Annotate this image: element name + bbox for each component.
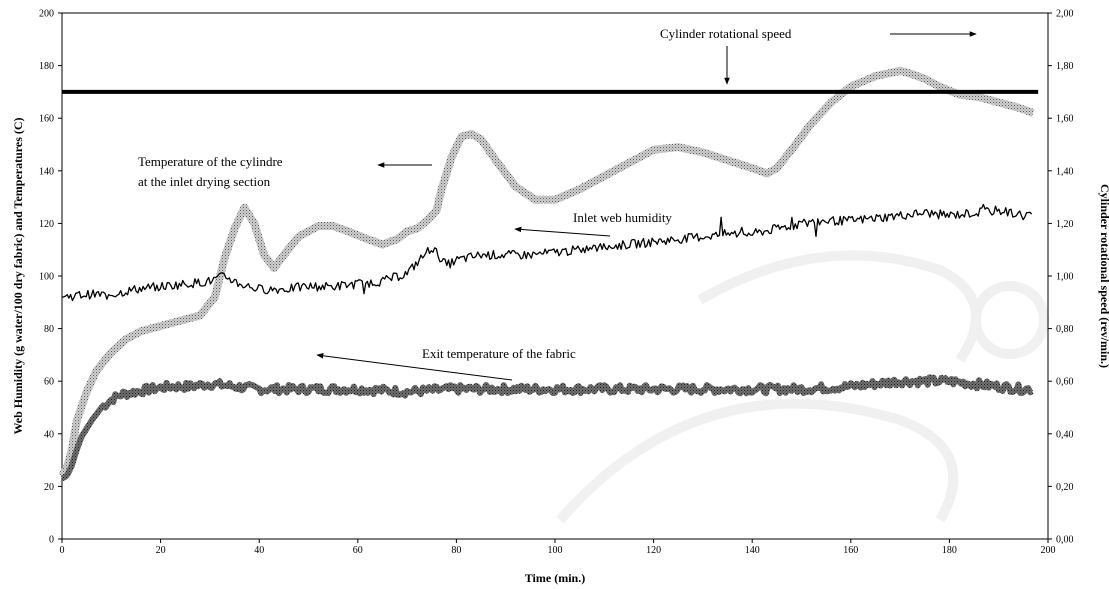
annotation-cylinder-temp-line1: Temperature of the cylindre — [138, 154, 283, 169]
y-left-tick-label: 0 — [49, 535, 54, 546]
y-axis-left-title: Web Humidity (g water/100 dry fabric) an… — [11, 117, 25, 434]
y-left-tick-label: 160 — [39, 114, 54, 125]
annotation-exit-temp: Exit temperature of the fabric — [422, 346, 576, 361]
series-inlet-web-humidity — [61, 203, 1033, 302]
x-tick-label: 120 — [646, 545, 661, 556]
series-exit-temperature — [60, 374, 1034, 482]
annotation-inlet-humidity: Inlet web humidity — [573, 210, 672, 225]
y-right-tick-label: 0,80 — [1056, 324, 1074, 335]
x-tick-label: 80 — [451, 545, 461, 556]
series-cylinder-temperature — [58, 66, 1035, 479]
y-right-tick-label: 1,40 — [1056, 166, 1074, 177]
y-right-tick-label: 1,80 — [1056, 61, 1074, 72]
y-right-tick-label: 0,20 — [1056, 482, 1074, 493]
x-axis: 0 20 40 60 80 100 120 140 160 180 200 — [60, 539, 1056, 556]
y-right-tick-label: 0,00 — [1056, 535, 1074, 546]
x-tick-label: 140 — [745, 545, 760, 556]
x-tick-label: 160 — [843, 545, 858, 556]
y-axis-right-title: Cylinder rotational speed (rev/min.) — [1098, 184, 1109, 368]
y-left-tick-label: 20 — [44, 482, 54, 493]
y-left-tick-label: 80 — [44, 324, 54, 335]
annotation-cylinder-temp-line2: at the inlet drying section — [138, 174, 271, 189]
y-left-tick-label: 140 — [39, 166, 54, 177]
y-right-tick-label: 0,40 — [1056, 429, 1074, 440]
y-left-tick-label: 100 — [39, 272, 54, 283]
x-tick-label: 20 — [156, 545, 166, 556]
y-right-tick-label: 2,00 — [1056, 9, 1074, 20]
y-left-tick-label: 60 — [44, 377, 54, 388]
y-axis-left: 0 20 40 60 80 100 120 140 160 180 200 — [39, 9, 62, 546]
y-right-tick-label: 1,00 — [1056, 272, 1074, 283]
y-left-tick-label: 120 — [39, 219, 54, 230]
arrow-inlet-humidity — [514, 226, 611, 237]
x-tick-label: 40 — [254, 545, 264, 556]
x-tick-label: 100 — [548, 545, 563, 556]
x-tick-label: 200 — [1041, 545, 1056, 556]
y-left-tick-label: 180 — [39, 61, 54, 72]
arrow-exit-temp — [316, 353, 513, 381]
y-axis-right: 0,00 0,20 0,40 0,60 0,80 1,00 1,20 1,40 1,60 1,80… — [1048, 9, 1074, 546]
series-layer — [58, 66, 1039, 482]
y-left-tick-label: 200 — [39, 9, 54, 20]
x-tick-label: 0 — [60, 545, 65, 556]
y-left-tick-label: 40 — [44, 429, 54, 440]
x-tick-label: 180 — [942, 545, 957, 556]
x-axis-title: Time (min.) — [525, 571, 585, 585]
annotation-cylinder-speed: Cylinder rotational speed — [660, 26, 792, 41]
y-right-tick-label: 0,60 — [1056, 377, 1074, 388]
x-tick-label: 60 — [353, 545, 363, 556]
y-right-tick-label: 1,20 — [1056, 219, 1074, 230]
y-right-tick-label: 1,60 — [1056, 114, 1074, 125]
